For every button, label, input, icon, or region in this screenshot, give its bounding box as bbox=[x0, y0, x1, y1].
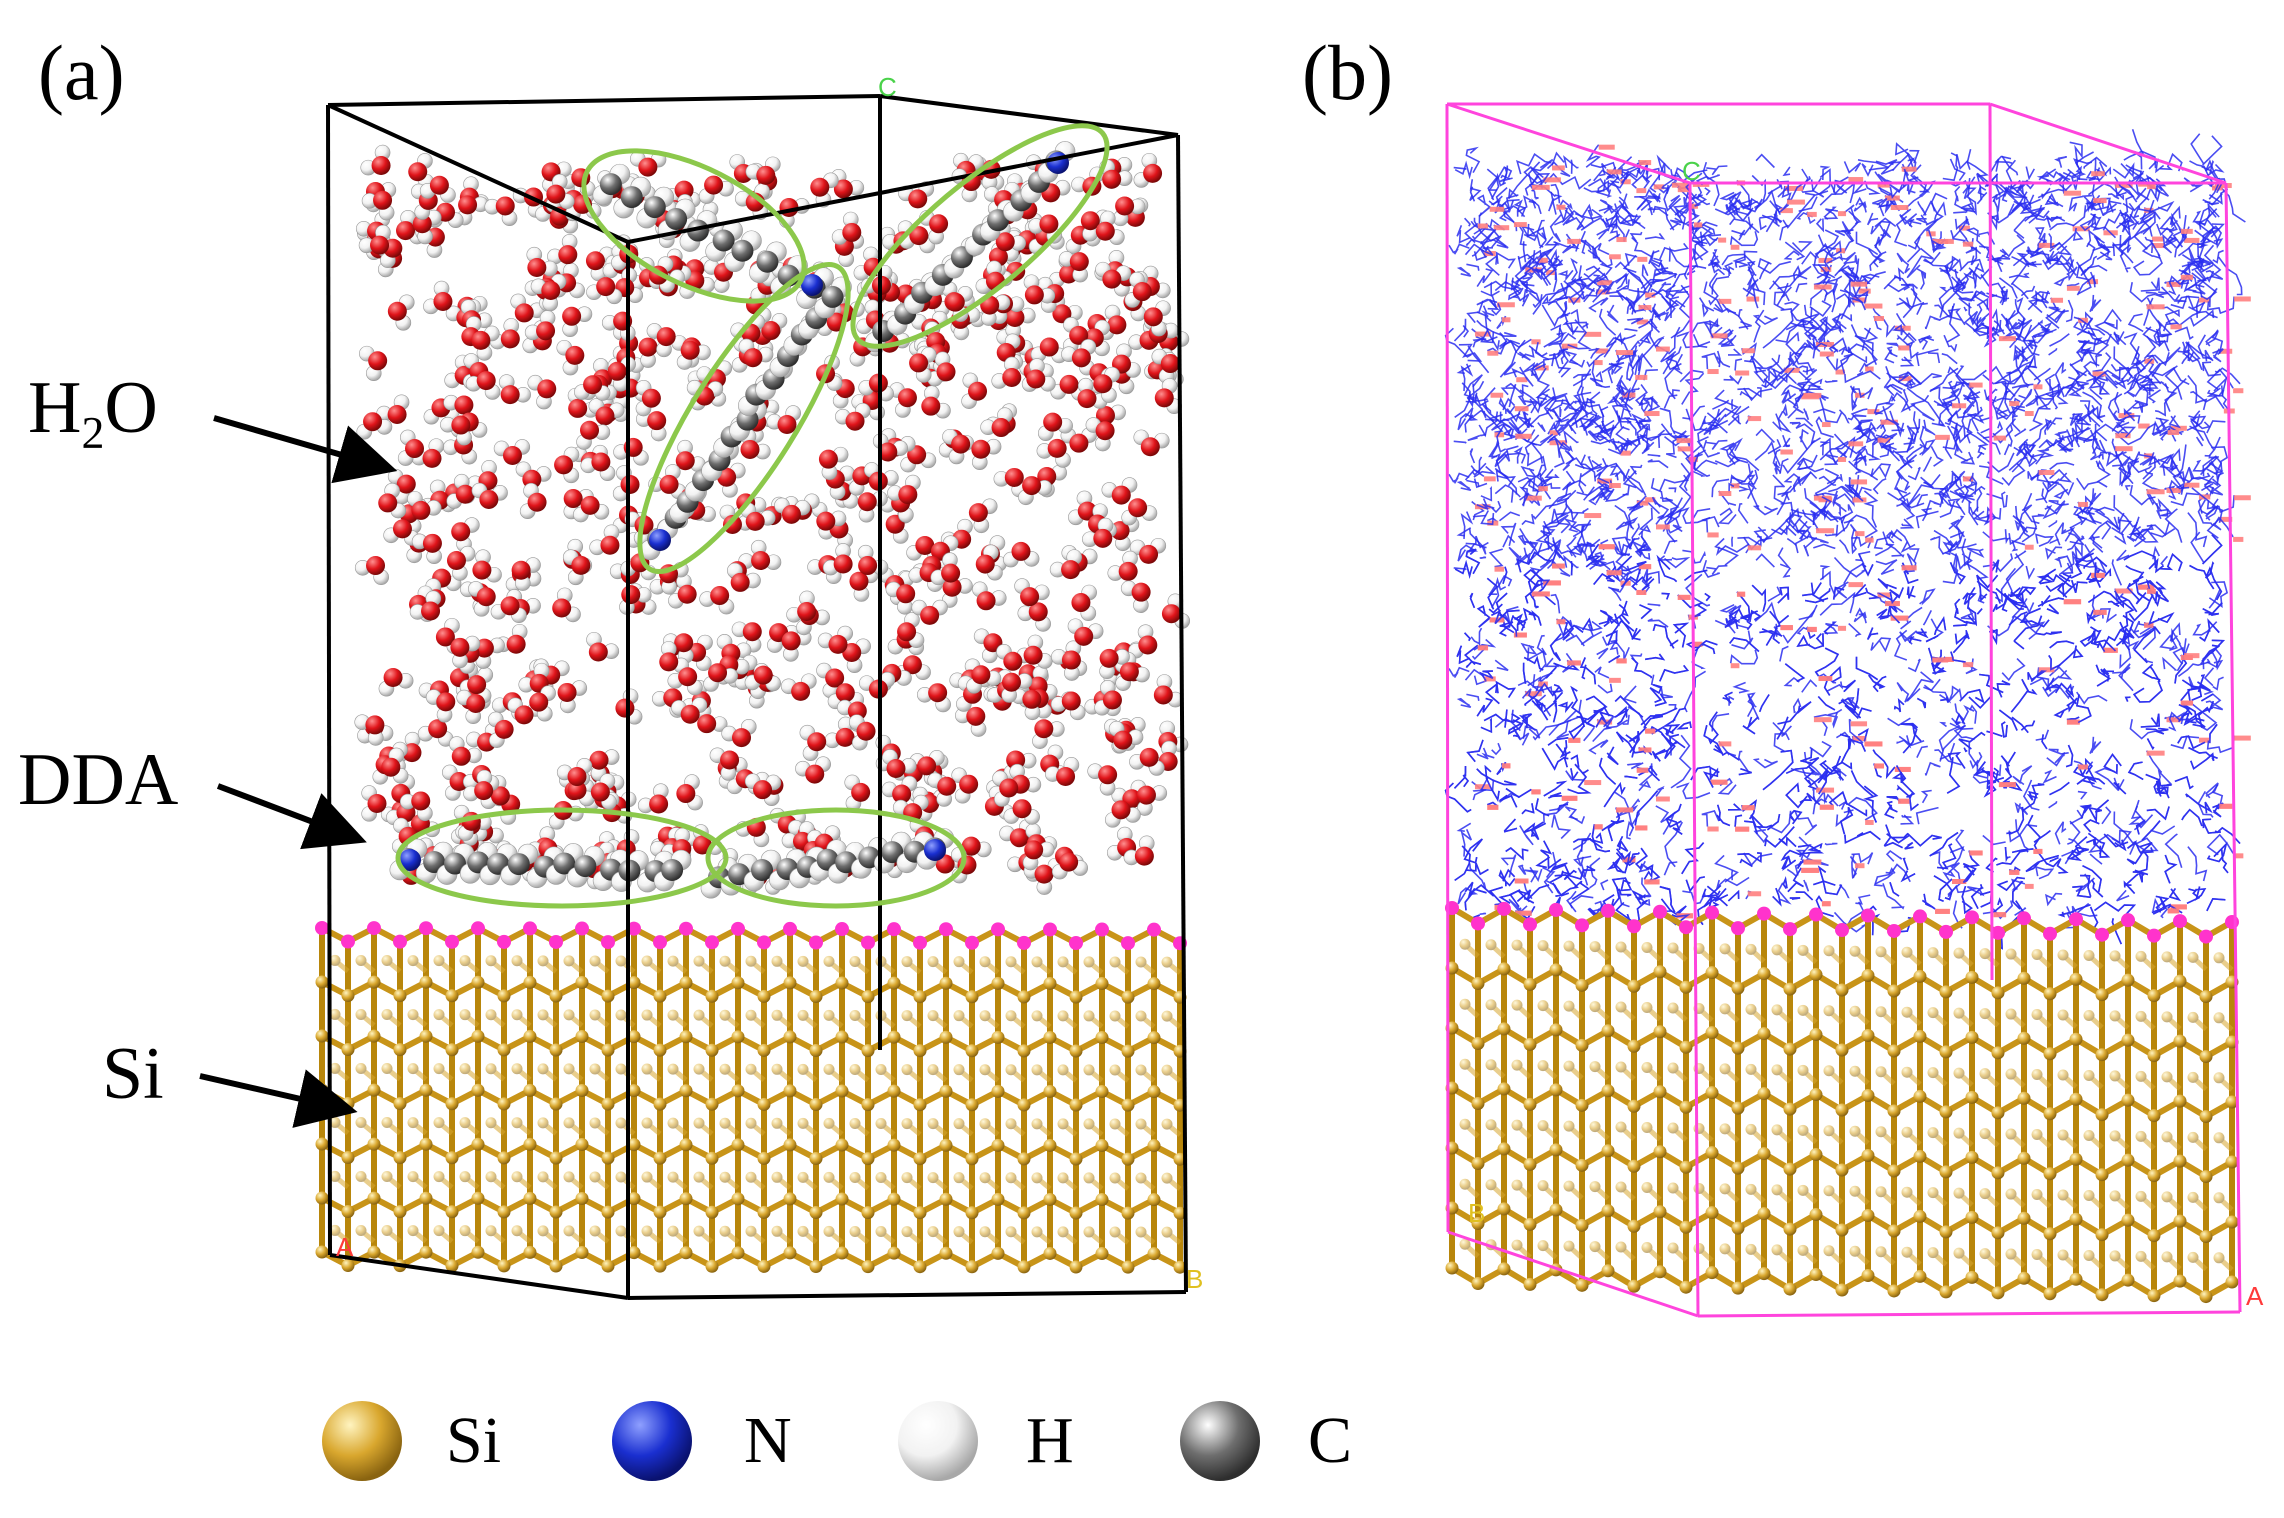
panel-a-simulation-cell bbox=[199, 94, 1191, 1300]
panel-a-label: (a) bbox=[38, 29, 125, 116]
panel-b-si-slab bbox=[1445, 901, 2239, 1304]
legend-label-si: Si bbox=[446, 1404, 502, 1477]
axis-marker-a-b: A bbox=[2246, 1281, 2264, 1311]
legend-label-c: C bbox=[1308, 1404, 1353, 1477]
panel-a-si-slab bbox=[315, 921, 1187, 1274]
legend-swatch-c bbox=[1180, 1401, 1260, 1481]
panel-a-water-layer bbox=[354, 144, 1191, 895]
water-label-main: H bbox=[28, 367, 82, 449]
legend-label-n: N bbox=[744, 1404, 792, 1477]
panel-b-simulation-cell bbox=[1444, 102, 2251, 1318]
axis-marker-c-b: C bbox=[1682, 156, 1701, 186]
legend-swatch-n bbox=[612, 1401, 692, 1481]
legend-label-h: H bbox=[1026, 1404, 1074, 1477]
legend-swatch-si bbox=[322, 1401, 402, 1481]
si-label: Si bbox=[102, 1033, 164, 1115]
panel-a-highlight-ellipses bbox=[395, 123, 1110, 909]
panel-b-cell-box bbox=[1445, 102, 2242, 1318]
legend-swatch-h bbox=[898, 1401, 978, 1481]
water-label-tail: O bbox=[104, 367, 158, 449]
axis-marker-b-b: B bbox=[1468, 1198, 1485, 1228]
axis-marker-a-a: A bbox=[336, 1232, 354, 1262]
water-label-subscript: 2 bbox=[81, 407, 105, 459]
panel-a-arrows bbox=[199, 415, 398, 1128]
panel-b-label: (b) bbox=[1302, 29, 1393, 116]
axis-marker-b-a: B bbox=[1186, 1264, 1203, 1294]
dda-label: DDA bbox=[18, 739, 179, 821]
panel-b-hbond-network bbox=[1444, 128, 2251, 950]
axis-marker-c-a: C bbox=[878, 72, 897, 102]
panel-a-cell-box bbox=[326, 94, 1188, 1300]
water-label: H2O bbox=[28, 366, 158, 459]
legend-swatches bbox=[322, 1401, 1260, 1481]
